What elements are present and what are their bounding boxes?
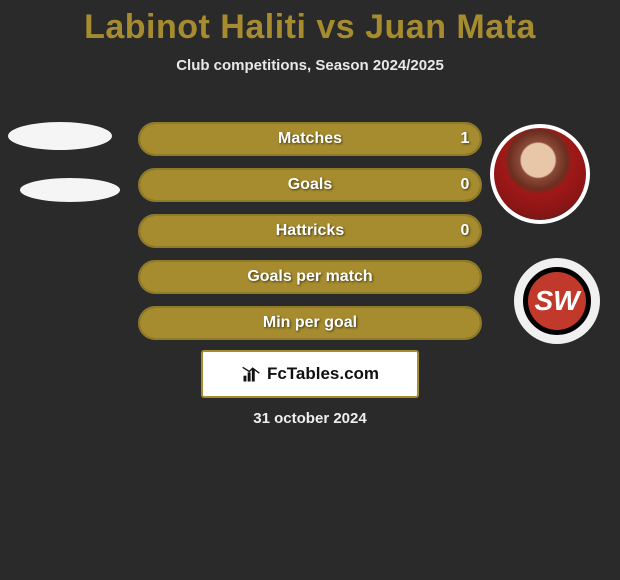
- date-text: 31 october 2024: [0, 410, 620, 427]
- stat-fill: [140, 124, 480, 154]
- stat-row-matches: Matches 1: [138, 122, 482, 156]
- stat-row-goals: Goals 0: [138, 168, 482, 202]
- left-player-club-placeholder: [20, 178, 120, 202]
- page-title: Labinot Haliti vs Juan Mata: [0, 0, 620, 47]
- subtitle: Club competitions, Season 2024/2025: [0, 57, 620, 74]
- branding-text: FcTables.com: [267, 364, 379, 384]
- stat-row-hattricks: Hattricks 0: [138, 214, 482, 248]
- branding-box[interactable]: FcTables.com: [201, 350, 419, 398]
- stats-comparison: Matches 1 Goals 0 Hattricks 0 Goals per …: [138, 122, 482, 352]
- left-player-avatar-placeholder: [8, 122, 112, 150]
- stat-fill: [140, 170, 480, 200]
- stat-fill: [140, 216, 480, 246]
- bar-chart-icon: [241, 364, 261, 384]
- stat-fill: [140, 308, 480, 338]
- stat-fill: [140, 262, 480, 292]
- right-player-club-badge: SW: [514, 258, 600, 344]
- right-player-avatar: [490, 124, 590, 224]
- stat-row-min-per-goal: Min per goal: [138, 306, 482, 340]
- club-badge-initials: SW: [528, 272, 586, 330]
- stat-row-goals-per-match: Goals per match: [138, 260, 482, 294]
